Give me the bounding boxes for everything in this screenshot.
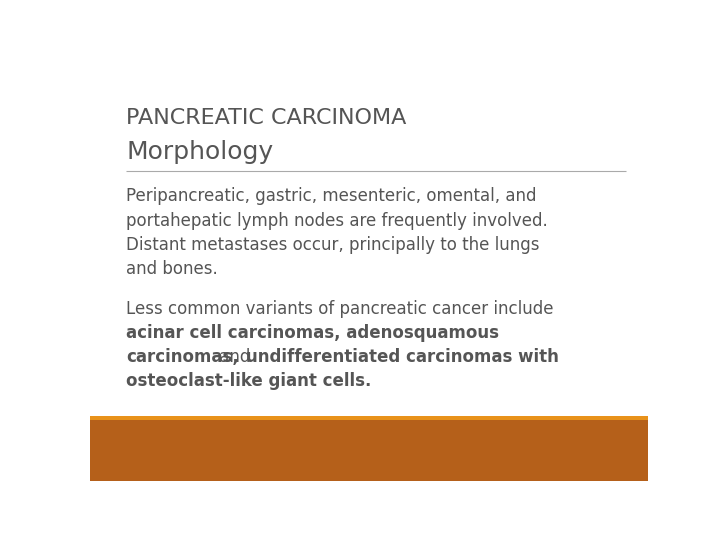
Text: osteoclast-like giant cells.: osteoclast-like giant cells. xyxy=(126,372,372,390)
Text: acinar cell carcinomas, adenosquamous: acinar cell carcinomas, adenosquamous xyxy=(126,324,499,342)
Text: Peripancreatic, gastric, mesenteric, omental, and: Peripancreatic, gastric, mesenteric, ome… xyxy=(126,187,537,205)
Bar xyxy=(90,416,648,420)
Text: and: and xyxy=(214,348,256,366)
Text: Less common variants of pancreatic cancer include: Less common variants of pancreatic cance… xyxy=(126,300,554,318)
Text: carcinomas,: carcinomas, xyxy=(126,348,239,366)
Text: undifferentiated carcinomas with: undifferentiated carcinomas with xyxy=(246,348,559,366)
Bar xyxy=(90,420,648,481)
Text: PANCREATIC CARCINOMA: PANCREATIC CARCINOMA xyxy=(126,109,407,129)
Text: Morphology: Morphology xyxy=(126,140,274,164)
Text: and bones.: and bones. xyxy=(126,260,218,278)
Text: portahepatic lymph nodes are frequently involved.: portahepatic lymph nodes are frequently … xyxy=(126,212,548,230)
Text: Distant metastases occur, principally to the lungs: Distant metastases occur, principally to… xyxy=(126,235,540,254)
